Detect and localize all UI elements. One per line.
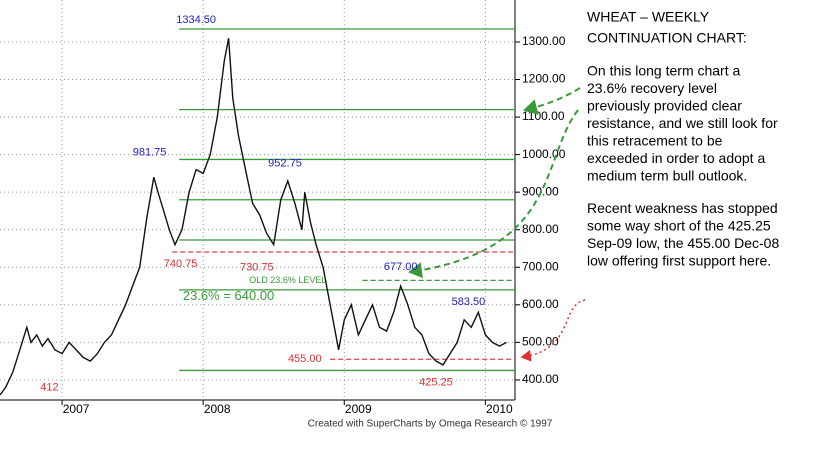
x-tick-label: 2008 [204, 402, 231, 416]
commentary-line: 23.6% recovery level [587, 80, 717, 96]
commentary-line: some way short of the 425.25 [587, 218, 771, 234]
y-tick-label: 900.00 [522, 184, 559, 198]
commentary-line: Recent weakness has stopped [587, 200, 778, 216]
y-tick-label: 1300.00 [522, 34, 566, 48]
price-label: 412 [40, 381, 58, 393]
price-label: 981.75 [133, 146, 167, 158]
x-tick-label: 2007 [63, 402, 90, 416]
price-label: 740.75 [164, 258, 198, 270]
y-tick-label: 500.00 [522, 335, 559, 349]
y-tick-label: 400.00 [522, 372, 559, 386]
commentary-title: WHEAT – WEEKLY [587, 9, 710, 25]
x-tick-label: 2009 [345, 402, 372, 416]
y-tick-label: 700.00 [522, 259, 559, 273]
price-label: 730.75 [240, 262, 274, 274]
commentary-line: previously provided clear [587, 98, 742, 114]
commentary-line: low offering first support here. [587, 253, 771, 269]
price-label: 583.50 [452, 296, 486, 308]
price-label: 677.00 [384, 261, 418, 273]
y-tick-label: 800.00 [522, 222, 559, 236]
commentary-line: Sep-09 low, the 455.00 Dec-08 [587, 235, 779, 251]
x-tick-label: 2010 [486, 402, 513, 416]
commentary-line: this retracement to be [587, 133, 723, 149]
y-tick-label: 1200.00 [522, 72, 566, 86]
price-line [0, 38, 507, 396]
arrow [408, 109, 579, 279]
commentary-line: resistance, and we still look for [587, 115, 778, 131]
y-tick-label: 1100.00 [522, 109, 565, 123]
commentary-line: medium term bull outlook. [587, 168, 747, 184]
level-label: OLD 23.6% LEVEL [249, 275, 326, 285]
footer: Created with SuperCharts by Omega Resear… [308, 419, 553, 430]
commentary-line: On this long term chart a [587, 63, 741, 79]
commentary-title: CONTINUATION CHART: [587, 30, 747, 46]
price-label: 455.00 [288, 353, 322, 365]
commentary-line: exceeded in order to adopt a [587, 150, 765, 166]
y-tick-label: 600.00 [522, 297, 559, 311]
level-label: 23.6% = 640.00 [183, 288, 274, 303]
arrow [523, 87, 581, 115]
price-label: 952.75 [268, 157, 302, 169]
arrow [520, 299, 586, 362]
price-label: 425.25 [419, 376, 453, 388]
price-label: 1334.50 [176, 14, 216, 26]
